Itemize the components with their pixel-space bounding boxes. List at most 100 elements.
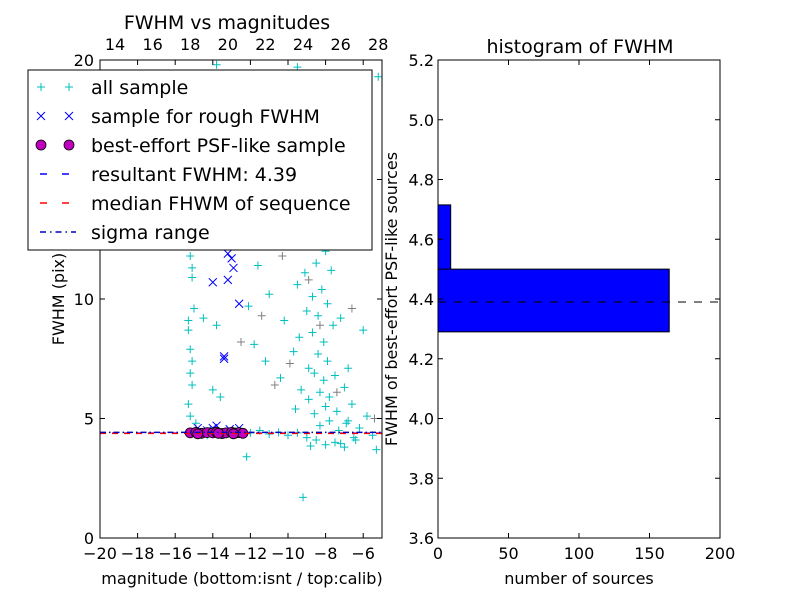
data-point xyxy=(289,347,298,356)
data-point xyxy=(314,311,323,320)
data-point xyxy=(186,251,195,260)
y-tick-label: 3.6 xyxy=(409,529,434,548)
data-point xyxy=(312,436,321,445)
data-point xyxy=(284,431,292,440)
data-point xyxy=(278,251,287,260)
data-point xyxy=(340,383,349,392)
data-point xyxy=(223,249,233,258)
histogram-bar xyxy=(437,268,670,333)
x-tick-label: −14 xyxy=(196,544,230,563)
data-point xyxy=(280,316,289,325)
data-point xyxy=(234,299,244,309)
data-point xyxy=(250,340,259,349)
data-point xyxy=(347,400,356,409)
data-point xyxy=(315,321,324,330)
data-point xyxy=(332,407,341,416)
data-point xyxy=(188,381,197,390)
data-point xyxy=(304,364,313,373)
legend-marker xyxy=(36,111,46,121)
data-point xyxy=(304,395,313,404)
data-point xyxy=(285,359,294,368)
legend-marker xyxy=(64,111,74,121)
data-point xyxy=(340,443,349,452)
y-tick-label: 0 xyxy=(84,529,94,548)
x-tick-label: 100 xyxy=(564,544,595,563)
legend-entry: all sample xyxy=(91,77,188,99)
legend-entry: resultant FWHM: 4.39 xyxy=(91,164,297,186)
data-point xyxy=(347,304,356,313)
top-x-tick-label: 16 xyxy=(142,35,162,54)
y-tick-label: 4.4 xyxy=(409,290,434,309)
legend-marker xyxy=(63,139,75,151)
series-best-effort-psf-like-sample xyxy=(184,426,249,440)
data-point xyxy=(321,402,330,411)
data-point xyxy=(188,273,197,282)
data-point xyxy=(319,376,328,385)
x-tick-label: 50 xyxy=(498,544,518,563)
y-tick-label: 4.8 xyxy=(409,171,434,190)
data-point xyxy=(300,268,309,277)
data-point xyxy=(325,392,334,401)
data-point xyxy=(323,299,332,308)
data-point xyxy=(184,326,193,335)
data-point xyxy=(270,381,279,390)
y-tick-label: 5 xyxy=(84,410,94,429)
legend: all sample sample for rough FWHM best-effo… xyxy=(27,69,373,251)
data-point xyxy=(302,306,311,315)
data-point xyxy=(334,426,343,435)
data-point xyxy=(344,364,353,373)
data-point xyxy=(327,266,336,275)
right-ylabel: FWHM of best-effort PSF-like sources xyxy=(382,152,401,446)
data-point xyxy=(302,433,311,442)
data-point xyxy=(315,388,324,397)
data-point xyxy=(319,338,328,347)
x-tick-label: 0 xyxy=(433,544,443,563)
plot-area xyxy=(100,60,382,502)
legend-entry: median FHWM of sequence xyxy=(91,193,351,215)
data-point xyxy=(325,416,334,425)
x-tick-label: 200 xyxy=(705,544,736,563)
data-point xyxy=(308,292,317,301)
data-point xyxy=(237,338,245,347)
data-point xyxy=(186,345,195,354)
legend-marker xyxy=(35,139,47,151)
data-point xyxy=(321,440,330,449)
data-point xyxy=(216,392,225,401)
data-point xyxy=(344,416,353,425)
data-point xyxy=(190,304,198,313)
data-point xyxy=(188,263,197,272)
data-point xyxy=(299,493,308,502)
top-x-tick-label: 18 xyxy=(180,35,200,54)
y-tick-label: 5.2 xyxy=(409,51,434,70)
left-xlabel: magnitude (bottom:isnt / top:calib) xyxy=(101,569,382,588)
data-point xyxy=(372,445,381,454)
legend-marker xyxy=(65,83,73,91)
y-tick-label: 3.8 xyxy=(409,469,434,488)
data-point xyxy=(253,261,262,270)
legend-entry: sample for rough FWHM xyxy=(91,106,320,128)
x-tick-label: −12 xyxy=(234,544,268,563)
data-point xyxy=(293,280,302,289)
data-point xyxy=(212,321,221,330)
legend-box xyxy=(27,69,373,251)
left-title: FWHM vs magnitudes xyxy=(124,12,330,34)
y-tick-label: 5.0 xyxy=(409,111,434,130)
data-point xyxy=(244,302,253,311)
top-x-tick-label: 24 xyxy=(293,35,313,54)
x-tick-label: −6 xyxy=(351,544,375,563)
data-point xyxy=(186,412,195,421)
data-point xyxy=(186,369,195,378)
data-point xyxy=(355,424,364,433)
y-tick-label: 4.6 xyxy=(409,230,434,249)
y-tick-label: 10 xyxy=(74,290,94,309)
data-point xyxy=(219,354,229,364)
data-point xyxy=(315,421,324,430)
data-point xyxy=(308,328,317,337)
data-point xyxy=(223,275,233,285)
data-point xyxy=(265,290,274,299)
right-title: histogram of FWHM xyxy=(486,36,673,58)
top-x-tick-label: 14 xyxy=(105,35,125,54)
data-point xyxy=(261,357,270,366)
data-point xyxy=(306,441,315,450)
legend-marker xyxy=(37,83,45,91)
